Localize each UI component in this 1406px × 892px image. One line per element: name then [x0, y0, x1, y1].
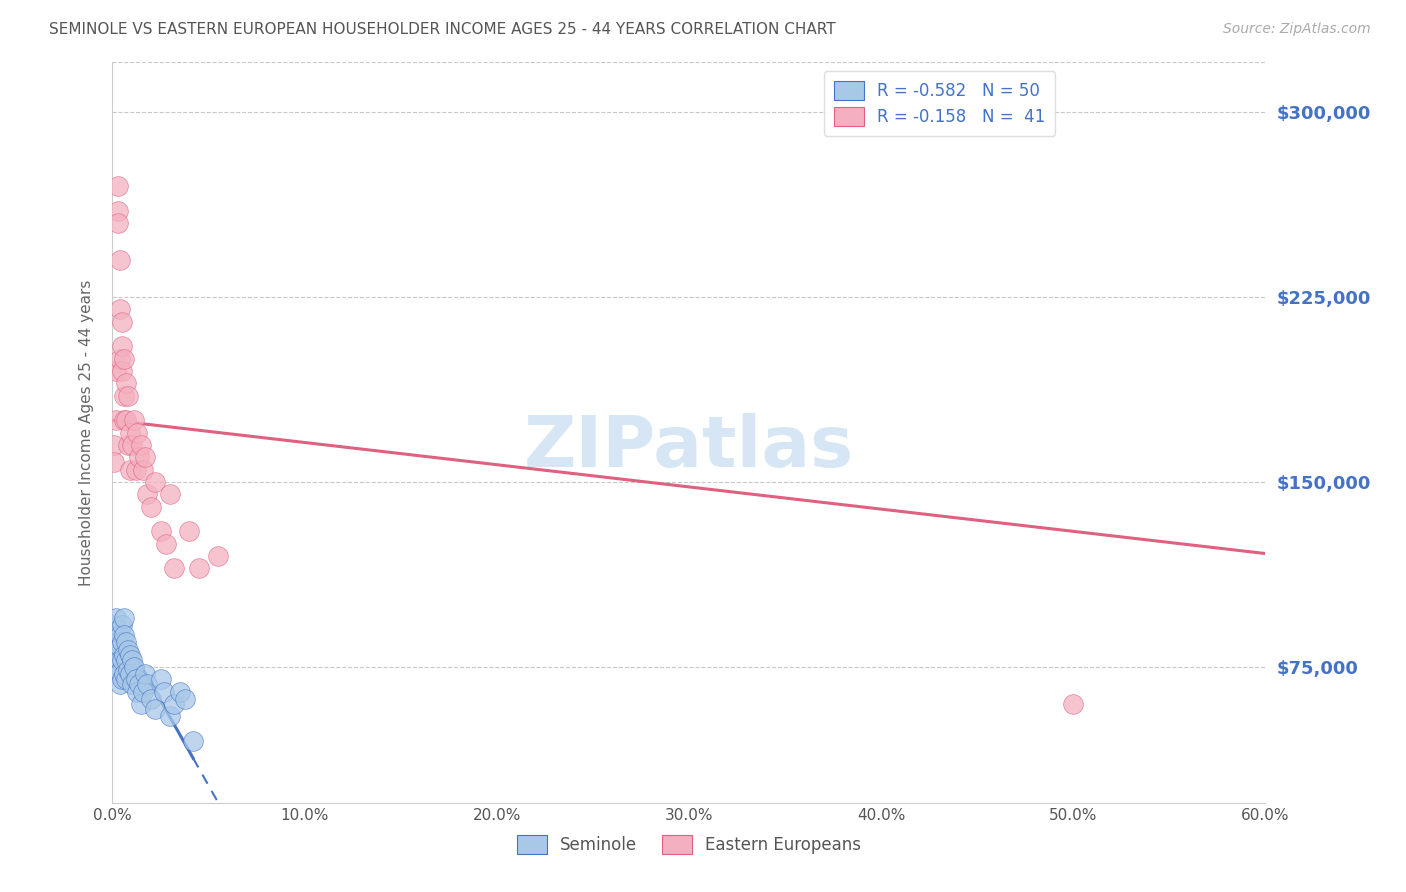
Point	[111, 653, 134, 667]
Point	[107, 216, 129, 230]
Point	[153, 685, 176, 699]
Point	[108, 628, 131, 642]
Point	[127, 425, 149, 440]
Point	[107, 203, 129, 218]
Point	[136, 677, 159, 691]
Point	[108, 351, 131, 366]
Point	[143, 475, 166, 489]
Point	[115, 413, 138, 427]
Point	[112, 648, 135, 662]
Point	[115, 376, 138, 391]
Point	[181, 734, 204, 748]
Point	[112, 389, 135, 403]
Point	[115, 653, 138, 667]
Point	[105, 628, 128, 642]
Point	[111, 673, 134, 687]
Point	[139, 692, 162, 706]
Point	[111, 314, 134, 328]
Point	[105, 364, 128, 378]
Point	[118, 462, 141, 476]
Point	[111, 364, 134, 378]
Point	[112, 667, 135, 681]
Point	[132, 685, 155, 699]
Y-axis label: Householder Income Ages 25 - 44 years: Householder Income Ages 25 - 44 years	[79, 279, 94, 586]
Point	[115, 635, 138, 649]
Point	[121, 438, 143, 452]
Point	[118, 667, 141, 681]
Text: Source: ZipAtlas.com: Source: ZipAtlas.com	[1223, 22, 1371, 37]
Point	[118, 648, 141, 662]
Point	[127, 685, 149, 699]
Point	[105, 413, 128, 427]
Point	[108, 252, 131, 267]
Text: ZIPatlas: ZIPatlas	[524, 413, 853, 482]
Point	[188, 561, 211, 575]
Point	[169, 685, 191, 699]
Point	[149, 673, 172, 687]
Point	[1062, 697, 1084, 711]
Point	[108, 640, 131, 655]
Point	[107, 660, 129, 674]
Point	[117, 663, 139, 677]
Point	[117, 389, 139, 403]
Point	[121, 653, 143, 667]
Point	[134, 667, 156, 681]
Point	[105, 653, 128, 667]
Point	[159, 487, 181, 501]
Point	[163, 697, 186, 711]
Point	[124, 673, 146, 687]
Point	[112, 413, 135, 427]
Point	[112, 351, 135, 366]
Point	[111, 339, 134, 353]
Point	[207, 549, 229, 563]
Point	[128, 450, 150, 465]
Point	[112, 610, 135, 624]
Point	[108, 653, 131, 667]
Point	[103, 455, 125, 469]
Point	[107, 623, 129, 637]
Point	[107, 178, 129, 193]
Legend: Seminole, Eastern Europeans: Seminole, Eastern Europeans	[510, 829, 868, 861]
Point	[179, 524, 201, 539]
Point	[132, 462, 155, 476]
Point	[108, 665, 131, 679]
Point	[159, 709, 181, 723]
Point	[108, 677, 131, 691]
Point	[122, 660, 145, 674]
Point	[163, 561, 186, 575]
Point	[107, 648, 129, 662]
Point	[124, 462, 146, 476]
Text: SEMINOLE VS EASTERN EUROPEAN HOUSEHOLDER INCOME AGES 25 - 44 YEARS CORRELATION C: SEMINOLE VS EASTERN EUROPEAN HOUSEHOLDER…	[49, 22, 835, 37]
Point	[103, 438, 125, 452]
Point	[128, 677, 150, 691]
Point	[107, 667, 129, 681]
Point	[105, 642, 128, 657]
Point	[103, 635, 125, 649]
Point	[105, 610, 128, 624]
Point	[117, 438, 139, 452]
Point	[122, 413, 145, 427]
Point	[139, 500, 162, 514]
Point	[111, 618, 134, 632]
Point	[115, 673, 138, 687]
Point	[121, 677, 143, 691]
Point	[108, 302, 131, 317]
Point	[117, 642, 139, 657]
Point	[134, 450, 156, 465]
Point	[111, 635, 134, 649]
Point	[174, 692, 197, 706]
Point	[103, 618, 125, 632]
Point	[118, 425, 141, 440]
Point	[143, 702, 166, 716]
Point	[112, 628, 135, 642]
Point	[136, 487, 159, 501]
Point	[149, 524, 172, 539]
Point	[107, 635, 129, 649]
Point	[155, 536, 177, 550]
Point	[129, 438, 153, 452]
Point	[129, 697, 153, 711]
